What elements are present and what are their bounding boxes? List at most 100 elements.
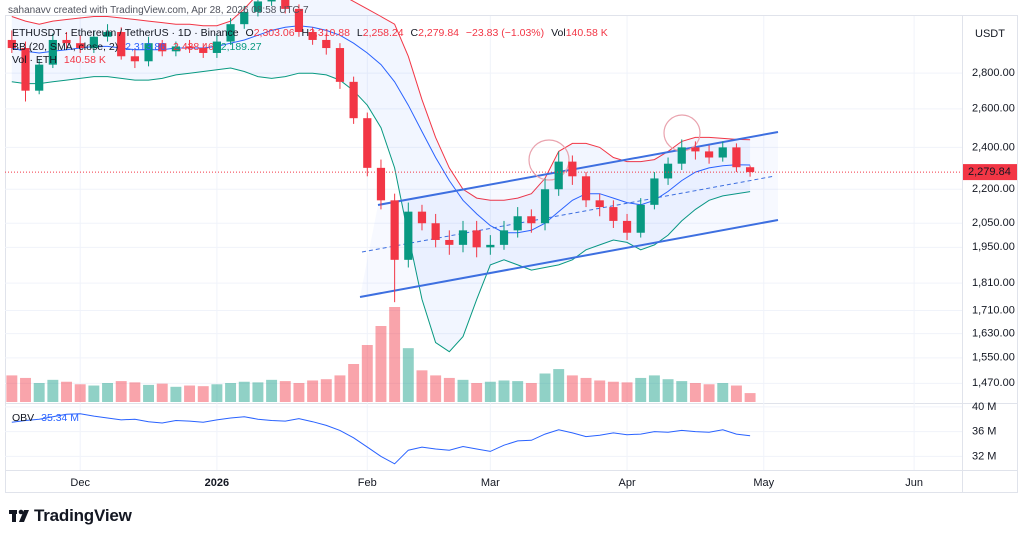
candle-body [581, 176, 591, 201]
volume-bar [266, 379, 278, 402]
candle-body [390, 200, 399, 260]
volume-bar [512, 381, 524, 402]
logo-shape [18, 509, 24, 515]
obv-tick-label: 40 M [972, 401, 996, 413]
candle-body [212, 41, 222, 53]
volume-bar [689, 383, 701, 402]
x-tick-label: Feb [358, 477, 377, 489]
frame [5, 15, 1018, 493]
candle-body [540, 189, 550, 224]
grid [5, 16, 962, 470]
volume-bar [744, 393, 756, 402]
candle-body [158, 43, 167, 52]
candle-body [308, 31, 317, 40]
volume-bar [566, 375, 578, 402]
volume-bar [484, 381, 496, 402]
volume-bar [61, 381, 72, 402]
channel-drawing [359, 114, 779, 298]
candle-body [636, 204, 645, 233]
candle-body [376, 167, 386, 201]
volume-bar [676, 381, 688, 402]
logo [9, 509, 29, 522]
y-tick-label: 1,810.00 [972, 277, 1015, 289]
volume-bar [143, 384, 155, 402]
x-tick-label: Jun [905, 477, 923, 489]
volume-bar [279, 381, 291, 402]
candle-body [267, 0, 276, 2]
candle-body [499, 230, 509, 245]
bb-fill [11, 0, 751, 352]
y-tick-label: 1,470.00 [972, 377, 1015, 389]
obv-pane [5, 406, 962, 465]
volume-bar [443, 377, 455, 402]
candle-body [404, 211, 413, 260]
vol-key: Vol [551, 27, 566, 39]
legend-main: ETHUSDT · Ethereum / TetherUS · 1D · Bin… [12, 27, 612, 39]
candles [7, 0, 755, 303]
y-tick-label: 1,550.00 [972, 352, 1015, 364]
y-tick-label: 2,600.00 [972, 103, 1015, 115]
candle-body [144, 43, 153, 62]
candle-body [35, 64, 44, 91]
volume-bar [252, 382, 264, 402]
candle-body [89, 36, 98, 49]
candle-body [62, 39, 71, 44]
candle-body [458, 230, 468, 245]
volume-bar [115, 381, 127, 402]
volume-bar [361, 345, 373, 402]
volume-bar [20, 377, 31, 402]
bb-value: 2,313.86 [125, 41, 167, 53]
candle-body [130, 56, 139, 62]
ohlc-value: 2,258.24 [362, 27, 404, 39]
volume-bar [88, 385, 100, 402]
last-price-box [963, 164, 1017, 181]
x-tick-label: Apr [618, 477, 635, 489]
volume-bar [730, 385, 742, 402]
volume-bar [184, 385, 196, 402]
volume-bar [225, 383, 237, 402]
last-price-label: 2,279.84 [968, 166, 1011, 178]
candle-body [732, 147, 741, 168]
highlight-circle [528, 139, 570, 181]
volume-bar [320, 379, 332, 402]
x-tick-label: 2026 [205, 477, 229, 489]
volume-bar [293, 383, 305, 402]
volume-bar [348, 364, 360, 402]
volume-bar [457, 379, 469, 402]
volume-bar [430, 375, 442, 402]
candle-body [677, 147, 686, 164]
channel-lower [359, 219, 779, 298]
volume-bar [553, 369, 565, 402]
candle-body [650, 178, 659, 205]
candle-body [718, 147, 727, 158]
volume-bar [170, 386, 182, 402]
bb-value: 2,438.46 [172, 41, 214, 53]
candle-body [595, 200, 604, 208]
axes: 2,800.00 2,600.00 2,400.00 2,200.00 2,050.00… [5, 67, 1017, 489]
candle-body [609, 207, 618, 221]
candle-body [554, 161, 563, 190]
volume-bar [471, 383, 483, 402]
volume-bar [607, 381, 619, 402]
candle-body [281, 0, 290, 9]
volume-bar [156, 383, 168, 402]
ohlc-value: 2,310.88 [309, 27, 350, 39]
candle-body [103, 31, 112, 37]
candle-body [253, 1, 263, 12]
candle-body [185, 46, 194, 49]
candle-body [663, 163, 673, 179]
volume-bar [635, 377, 647, 402]
volume-bar [33, 383, 45, 402]
volume-bar [102, 383, 114, 402]
channel-fill [360, 132, 778, 297]
candle-body [704, 151, 714, 158]
candle-body [171, 46, 180, 52]
y-tick-label: 1,950.00 [972, 241, 1015, 253]
candle-body [76, 43, 85, 49]
obv-line [11, 413, 751, 465]
change: −23.83 (−1.03%) [465, 27, 545, 39]
legend-bb: BB (20, SMA, close, 2) 2,313.86 2,438.46… [12, 41, 266, 53]
candle-body [48, 39, 57, 65]
x-tick-label: May [753, 477, 774, 489]
